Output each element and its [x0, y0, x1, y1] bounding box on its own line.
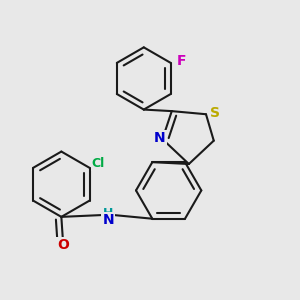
Text: Cl: Cl	[92, 157, 105, 170]
Text: N: N	[103, 213, 114, 227]
Text: H: H	[103, 207, 114, 220]
Text: O: O	[57, 238, 69, 252]
Text: F: F	[177, 54, 186, 68]
Text: S: S	[210, 106, 220, 120]
Text: N: N	[154, 131, 166, 145]
